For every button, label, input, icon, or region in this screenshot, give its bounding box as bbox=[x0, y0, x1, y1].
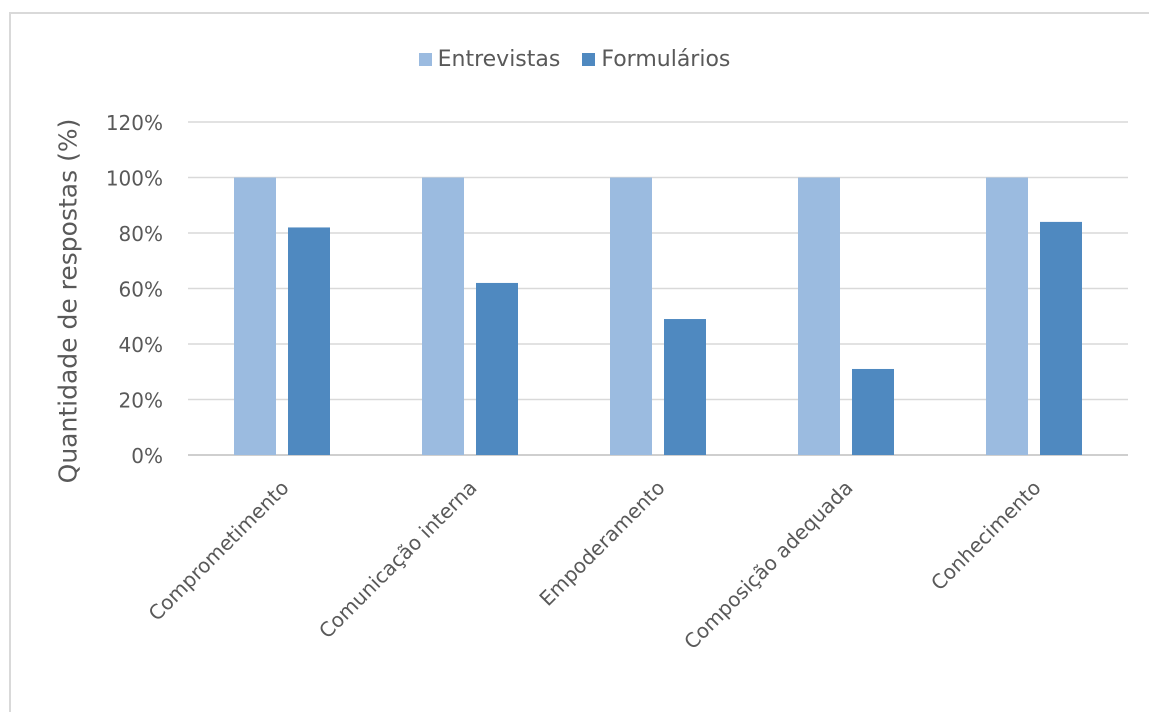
legend-item-entrevistas: Entrevistas bbox=[418, 47, 561, 72]
legend-swatch-formularios bbox=[582, 53, 596, 66]
bar-formularios bbox=[852, 368, 894, 455]
x-tick-label: Conhecimento bbox=[926, 476, 1045, 595]
bar-entrevistas bbox=[798, 177, 840, 455]
x-tick-label: Composição adequada bbox=[679, 476, 857, 654]
bar-formularios bbox=[1040, 221, 1082, 455]
y-tick-label: 120% bbox=[106, 111, 163, 135]
y-tick-label: 60% bbox=[119, 278, 163, 302]
legend: Entrevistas Formulários bbox=[0, 47, 1149, 72]
legend-item-formularios: Formulários bbox=[582, 47, 730, 72]
bar-entrevistas bbox=[422, 177, 464, 455]
x-tick-label: Empoderamento bbox=[534, 476, 669, 611]
bar-formularios bbox=[476, 282, 518, 455]
bar-formularios bbox=[288, 227, 330, 455]
legend-label-entrevistas: Entrevistas bbox=[437, 47, 561, 72]
y-tick-label: 20% bbox=[119, 389, 163, 413]
y-tick-label: 80% bbox=[119, 222, 163, 246]
x-tick-label: Comprometimento bbox=[144, 476, 294, 626]
bar-entrevistas bbox=[234, 177, 276, 455]
legend-swatch-entrevistas bbox=[418, 53, 432, 66]
chart-frame bbox=[9, 12, 1149, 712]
bar-formularios bbox=[664, 319, 706, 455]
bar-entrevistas bbox=[986, 177, 1028, 455]
x-tick-label: Comunicação interna bbox=[314, 476, 481, 643]
y-tick-label: 100% bbox=[106, 167, 163, 191]
legend-label-formularios: Formulários bbox=[601, 47, 731, 72]
y-tick-label: 40% bbox=[119, 333, 163, 357]
y-tick-label: 0% bbox=[131, 444, 163, 468]
bar-entrevistas bbox=[610, 177, 652, 455]
